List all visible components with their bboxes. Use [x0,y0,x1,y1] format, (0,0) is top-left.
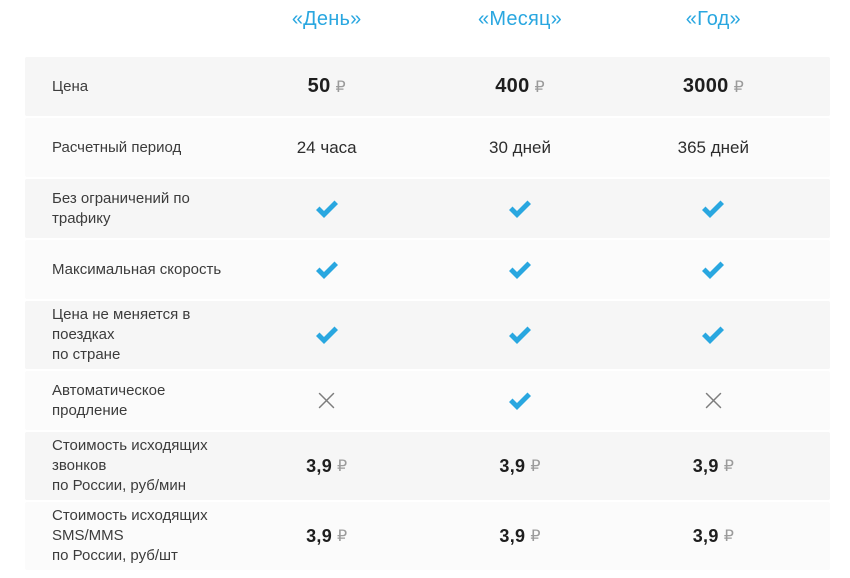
price-amount: 3,9 [692,455,719,476]
value-cell [230,392,423,409]
row-label-line: Цена не меняется в поездках [52,306,191,343]
price-amount: 3,9 [306,525,333,546]
value-text: 24 часа [296,137,357,157]
row-label: Цена [52,77,230,97]
value-cell [423,200,616,218]
table-row: Цена 50 ₽400 ₽3000 ₽ [25,57,830,116]
value-cell [230,326,423,344]
row-label: Цена не меняется в поездках по стране [52,305,230,365]
column-header-cell: «День» [230,8,423,31]
pricing-table: «День» «Месяц» «Год» Цена 50 ₽400 ₽3000 ₽ Рас… [25,0,830,570]
row-label-line: Без ограничений по трафику [52,189,190,227]
value-cell [230,200,423,218]
value-cell [617,392,810,409]
value-cell [230,261,423,279]
value-cell [617,261,810,279]
cross-icon [318,392,335,409]
ruble-sign: ₽ [335,78,346,96]
value-cell [617,326,810,344]
value-cell [423,326,616,344]
row-label: Без ограничений по трафику [52,189,230,229]
check-icon [702,261,725,279]
column-header-day: «День» [291,8,362,30]
table-row: Стоимость исходящих звонков по России, ру… [25,432,830,500]
table-row: Расчетный период 24 часа 30 дней 365 дней [25,118,830,177]
value-text: 365 дней [677,137,749,157]
price-amount: 3,9 [692,525,719,546]
check-icon [315,261,338,279]
row-label-line: по России, руб/мин [52,477,186,494]
value-cell [617,200,810,218]
check-icon [315,326,338,344]
column-header-year: «Год» [685,8,741,30]
ruble-sign: ₽ [534,78,545,96]
value-cell: 24 часа [230,138,423,158]
row-label: Максимальная скорость [52,260,230,280]
price-amount: 3,9 [499,525,526,546]
row-label: Автоматическое продление [52,381,230,421]
price-amount: 3,9 [306,455,333,476]
row-label-line: Автоматическое продление [52,381,166,419]
value-cell: 365 дней [617,138,810,158]
ruble-sign: ₽ [723,528,734,545]
value-cell: 3,9 ₽ [230,456,423,477]
row-label: Расчетный период [52,138,230,158]
table-row: Стоимость исходящих SMS/MMS по России, ру… [25,502,830,570]
row-label-line: по стране [52,346,121,363]
value-cell [423,261,616,279]
check-icon [702,200,725,218]
value-cell: 3,9 ₽ [423,526,616,547]
row-label-line: Стоимость исходящих SMS/MMS [52,507,208,544]
row-label: Стоимость исходящих звонков по России, ру… [52,436,230,496]
ruble-sign: ₽ [337,458,348,475]
value-cell: 3,9 ₽ [617,526,810,547]
value-cell: 3000 ₽ [617,75,810,98]
check-icon [508,392,531,410]
value-cell: 50 ₽ [230,75,423,98]
check-icon [315,200,338,218]
value-cell: 30 дней [423,138,616,158]
table-row: Автоматическое продление [25,371,830,430]
table-body: Цена 50 ₽400 ₽3000 ₽ Расчетный период 24 часа 3… [25,57,830,570]
row-label: Стоимость исходящих SMS/MMS по России, ру… [52,506,230,566]
table-row: Максимальная скорость [25,240,830,299]
check-icon [508,200,531,218]
ruble-sign: ₽ [733,78,744,96]
value-text: 30 дней [489,137,551,157]
price-amount: 50 [307,75,331,97]
table-row: Без ограничений по трафику [25,179,830,238]
check-icon [702,326,725,344]
check-icon [508,261,531,279]
ruble-sign: ₽ [530,528,541,545]
value-cell: 400 ₽ [423,75,616,98]
row-label-line: Стоимость исходящих звонков [52,437,208,474]
column-header-cell: «Год» [617,8,810,31]
value-cell [423,392,616,410]
price-amount: 3,9 [499,455,526,476]
row-label-line: Максимальная скорость [52,260,222,278]
price-amount: 3000 [682,75,729,97]
value-cell: 3,9 ₽ [617,456,810,477]
price-amount: 400 [495,75,530,97]
cross-icon [705,392,722,409]
ruble-sign: ₽ [530,458,541,475]
check-icon [508,326,531,344]
ruble-sign: ₽ [337,528,348,545]
row-label-line: Расчетный период [52,138,182,156]
table-header: «День» «Месяц» «Год» [25,0,830,57]
column-header-month: «Месяц» [478,8,562,30]
value-cell: 3,9 ₽ [423,456,616,477]
table-row: Цена не меняется в поездках по стране [25,301,830,369]
row-label-line: Цена [52,77,89,95]
value-cell: 3,9 ₽ [230,526,423,547]
ruble-sign: ₽ [723,458,734,475]
column-header-cell: «Месяц» [423,8,616,31]
row-label-line: по России, руб/шт [52,547,178,564]
